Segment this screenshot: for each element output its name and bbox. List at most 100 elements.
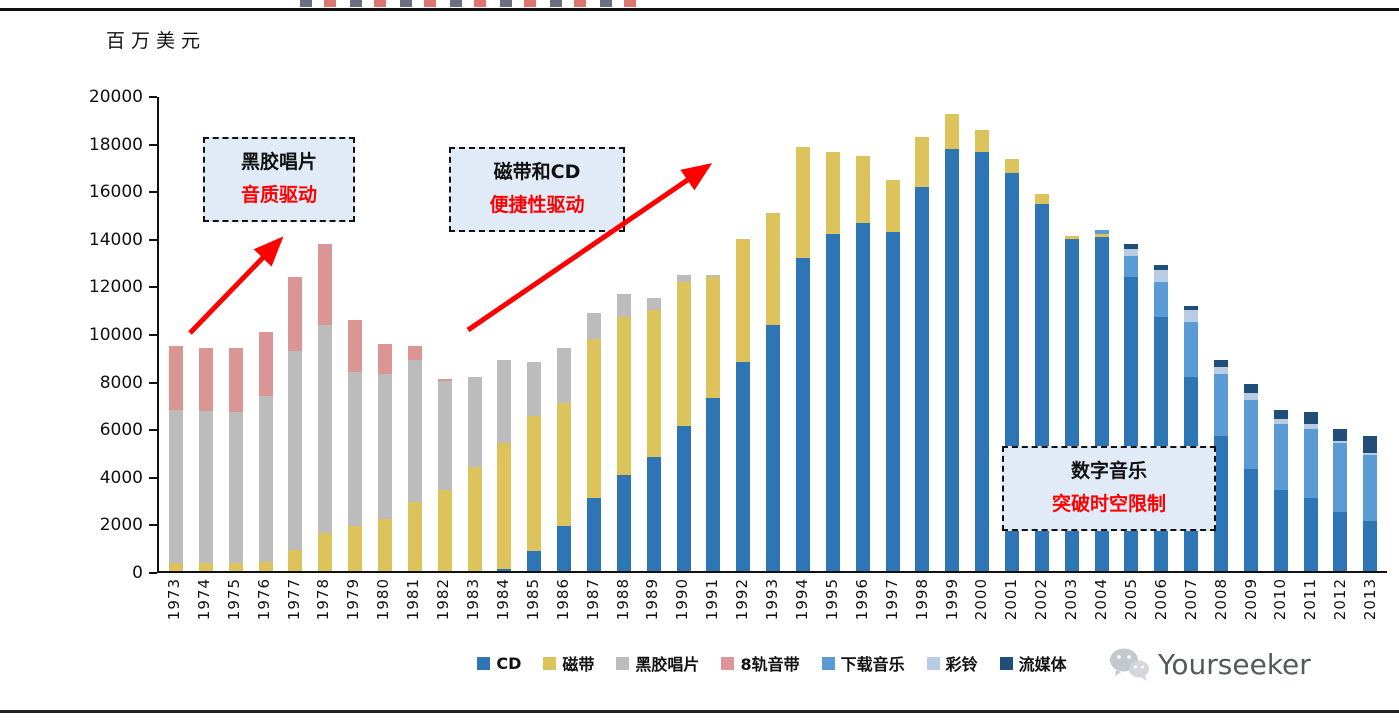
bar-segment-黑胶唱片 bbox=[437, 381, 452, 491]
bar-segment-磁带 bbox=[168, 562, 183, 571]
legend-label: 下载音乐 bbox=[840, 655, 905, 674]
x-label-slot: 1980 bbox=[368, 578, 398, 620]
bar-segment-磁带 bbox=[766, 213, 781, 325]
x-axis-tick-label: 2005 bbox=[1121, 578, 1140, 621]
y-axis-tick-label: 6000 bbox=[99, 420, 143, 441]
bar-1981 bbox=[407, 97, 422, 571]
y-axis-tick-label: 0 bbox=[132, 563, 143, 583]
bar-segment-黑胶唱片 bbox=[467, 376, 482, 467]
bar-1982 bbox=[437, 97, 452, 571]
legend-label: 流媒体 bbox=[1018, 655, 1067, 674]
y-axis-tick-label: 8000 bbox=[99, 372, 143, 393]
bar-1994 bbox=[795, 97, 810, 571]
bar-segment-磁带 bbox=[288, 549, 303, 571]
x-axis-tick-label: 1989 bbox=[643, 578, 662, 621]
x-label-slot: 2012 bbox=[1325, 578, 1355, 620]
x-label-slot: 2003 bbox=[1056, 578, 1086, 620]
x-label-slot: 1990 bbox=[667, 578, 697, 620]
bar-segment-CD bbox=[825, 234, 840, 571]
bar-segment-磁带 bbox=[348, 525, 363, 571]
bar-slot bbox=[1266, 97, 1296, 571]
bar-segment-CD bbox=[915, 187, 930, 571]
legend-swatch bbox=[926, 656, 940, 670]
bar-segment-磁带 bbox=[586, 338, 601, 498]
bar-segment-彩铃 bbox=[1214, 367, 1228, 375]
x-label-slot: 2013 bbox=[1355, 578, 1385, 620]
bar-1992 bbox=[736, 97, 751, 571]
x-label-slot: 1977 bbox=[279, 578, 309, 620]
bar-segment-下载音乐 bbox=[1214, 374, 1228, 436]
x-axis-tick-label: 2006 bbox=[1151, 578, 1170, 621]
x-axis-tick-label: 2012 bbox=[1331, 578, 1350, 621]
x-label-slot: 2011 bbox=[1295, 578, 1325, 620]
bar-segment-下载音乐 bbox=[1243, 400, 1258, 470]
x-label-slot: 2000 bbox=[966, 578, 996, 620]
bar-slot bbox=[340, 97, 370, 571]
bar-slot bbox=[1206, 97, 1236, 571]
bar-segment-磁带 bbox=[407, 502, 422, 571]
y-axis-tick-mark bbox=[149, 334, 157, 336]
bar-segment-CD bbox=[855, 222, 870, 571]
x-axis-tick-label: 2004 bbox=[1092, 578, 1111, 621]
bar-segment-彩铃 bbox=[1154, 270, 1169, 282]
bar-segment-磁带 bbox=[855, 156, 870, 223]
legend-swatch bbox=[999, 656, 1013, 670]
callout-digital-line1: 数字音乐 bbox=[1070, 460, 1147, 482]
bar-segment-磁带 bbox=[1034, 194, 1049, 204]
bar-segment-下载音乐 bbox=[1094, 229, 1109, 235]
x-label-slot: 1994 bbox=[787, 578, 817, 620]
bar-segment-CD bbox=[706, 398, 721, 571]
x-label-slot: 2010 bbox=[1266, 578, 1296, 620]
x-axis-tick-label: 1974 bbox=[194, 578, 213, 621]
x-axis-tick-label: 1986 bbox=[553, 578, 572, 621]
legend-swatch bbox=[821, 656, 835, 670]
bar-1978 bbox=[318, 97, 333, 571]
bar-segment-CD bbox=[736, 362, 751, 571]
bar-segment-磁带 bbox=[736, 239, 751, 363]
x-axis-tick-label: 1977 bbox=[284, 578, 303, 621]
callout-digital: 数字音乐 突破时空限制 bbox=[1002, 446, 1216, 531]
bar-segment-彩铃 bbox=[1243, 393, 1258, 401]
bar-segment-磁带 bbox=[795, 146, 810, 259]
x-label-slot: 2004 bbox=[1086, 578, 1116, 620]
x-label-slot: 2008 bbox=[1206, 578, 1236, 620]
bar-slot bbox=[818, 97, 848, 571]
wechat-icon bbox=[1110, 648, 1149, 681]
x-label-slot: 2001 bbox=[996, 578, 1026, 620]
bar-segment-磁带 bbox=[646, 310, 661, 458]
callout-cassette-cd-line1: 磁带和CD bbox=[493, 161, 581, 183]
bar-segment-黑胶唱片 bbox=[616, 293, 631, 318]
y-axis-tick-mark bbox=[149, 476, 157, 479]
x-axis-tick-label: 2013 bbox=[1361, 578, 1380, 621]
bar-segment-下载音乐 bbox=[1333, 443, 1348, 512]
bar-segment-黑胶唱片 bbox=[527, 362, 542, 416]
x-label-slot: 1978 bbox=[309, 578, 339, 620]
legend-swatch bbox=[477, 656, 491, 670]
y-axis-tick-label: 16000 bbox=[88, 182, 143, 203]
bar-slot bbox=[400, 97, 430, 571]
x-label-slot: 1991 bbox=[697, 578, 727, 620]
x-axis-tick-label: 2000 bbox=[972, 578, 991, 621]
bar-1979 bbox=[348, 97, 363, 571]
bar-slot bbox=[1326, 97, 1356, 571]
bar-slot bbox=[728, 97, 758, 571]
x-label-slot: 1973 bbox=[159, 578, 189, 620]
x-axis-tick-label: 2001 bbox=[1002, 578, 1021, 621]
x-axis-tick-label: 1991 bbox=[703, 578, 722, 621]
bar-segment-下载音乐 bbox=[1124, 255, 1139, 278]
y-axis-tick-mark bbox=[149, 238, 157, 241]
x-label-slot: 1979 bbox=[338, 578, 368, 620]
bar-segment-CD bbox=[945, 149, 960, 571]
bar-slot bbox=[191, 97, 221, 571]
bar-1996 bbox=[855, 97, 870, 571]
bar-segment-流媒体 bbox=[1154, 265, 1169, 271]
x-label-slot: 1982 bbox=[428, 578, 458, 620]
bar-1983 bbox=[467, 97, 482, 571]
bar-slot bbox=[370, 97, 400, 571]
x-label-slot: 1986 bbox=[548, 578, 578, 620]
y-axis-title: 百万美元 bbox=[106, 30, 207, 52]
bar-segment-磁带 bbox=[1064, 235, 1079, 240]
bar-slot bbox=[758, 97, 788, 571]
y-axis-tick-mark bbox=[149, 381, 157, 384]
